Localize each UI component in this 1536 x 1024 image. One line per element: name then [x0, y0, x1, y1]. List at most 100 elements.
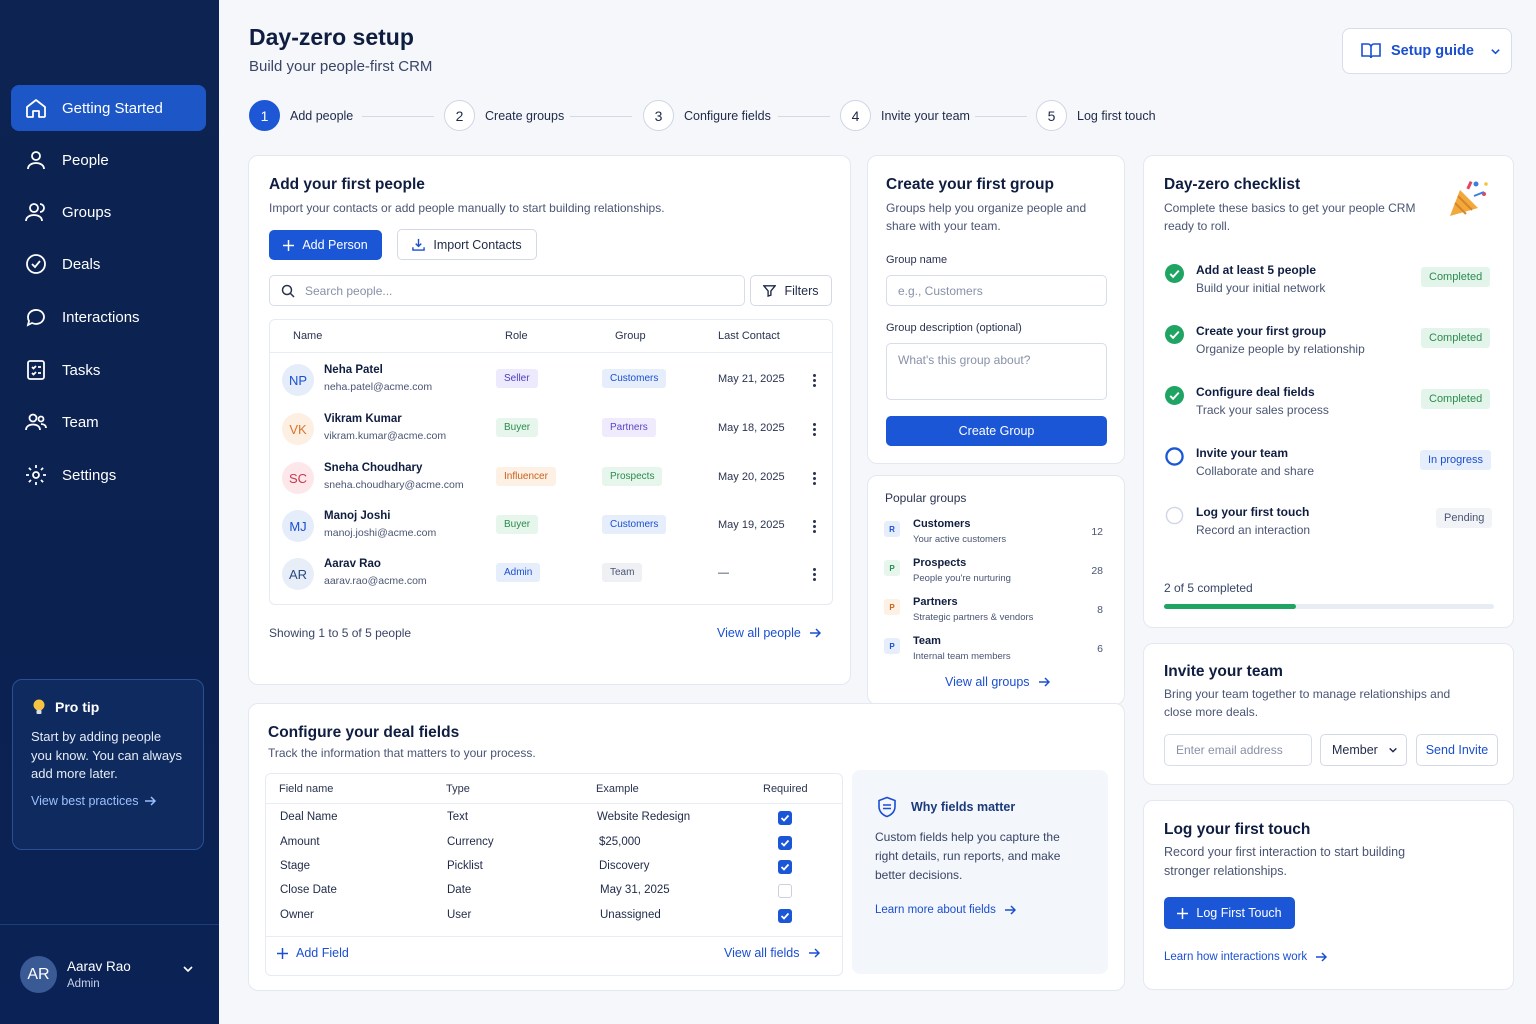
step-log-first-touch[interactable]: 5 Log first touch [1036, 100, 1156, 131]
more-options-icon[interactable] [813, 470, 817, 487]
more-options-icon[interactable] [813, 421, 817, 438]
field-example: Unassigned [600, 909, 661, 921]
arrow-right-icon [1315, 951, 1328, 963]
create-group-card: Create your first group Groups help you … [867, 155, 1125, 464]
select-value: Member [1332, 743, 1378, 757]
required-checkbox[interactable] [778, 836, 792, 850]
table-row: Stage Picklist Discovery [266, 855, 860, 879]
table-row[interactable]: MJ Manoj Joshi manoj.joshi@acme.com Buye… [270, 501, 833, 550]
checklist-item[interactable]: Create your first group Organize people … [1164, 324, 1494, 374]
avatar: VK [282, 413, 314, 445]
field-name: Owner [280, 909, 314, 921]
checklist-item[interactable]: Log your first touch Record an interacti… [1164, 505, 1494, 555]
status-badge: Completed [1421, 267, 1491, 287]
card-subtitle: Complete these basics to get your people… [1164, 201, 1416, 233]
step-number: 3 [643, 100, 674, 131]
import-contacts-button[interactable]: Import Contacts [397, 229, 537, 260]
checklist-item-title: Log your first touch [1196, 505, 1310, 519]
sidebar-item-getting-started[interactable]: Getting Started [11, 85, 206, 131]
more-options-icon[interactable] [813, 518, 817, 535]
view-best-practices-link[interactable]: View best practices [31, 794, 185, 808]
step-create-groups[interactable]: 2 Create groups [444, 100, 564, 131]
learn-more-fields-link[interactable]: Learn more about fields [875, 904, 1016, 916]
sidebar-item-team[interactable]: Team [11, 399, 206, 445]
list-item[interactable]: R Customers Your active customers 12 [884, 517, 1104, 553]
sidebar-item-label: Tasks [62, 361, 101, 379]
checklist-item[interactable]: Configure deal fields Track your sales p… [1164, 385, 1494, 435]
view-all-people-link[interactable]: View all people [717, 626, 821, 640]
people-table: Name Role Group Last Contact NP Neha Pat… [269, 319, 833, 605]
step-add-people[interactable]: 1 Add people [249, 100, 353, 131]
button-label: Add Person [302, 238, 368, 252]
required-checkbox[interactable] [778, 884, 792, 898]
card-title: Day-zero checklist [1164, 176, 1301, 193]
status-badge: In progress [1420, 450, 1492, 470]
field-name: Amount [280, 836, 320, 848]
step-invite-team[interactable]: 4 Invite your team [840, 100, 970, 131]
create-group-button[interactable]: Create Group [886, 416, 1107, 446]
required-checkbox[interactable] [778, 909, 792, 923]
card-title: Add your first people [269, 176, 425, 193]
table-row[interactable]: VK Vikram Kumar vikram.kumar@acme.com Bu… [270, 404, 833, 453]
checklist-item[interactable]: Add at least 5 people Build your initial… [1164, 263, 1494, 313]
step-number: 5 [1036, 100, 1067, 131]
role-badge: Admin [496, 563, 541, 582]
field-type: Picklist [447, 860, 483, 872]
card-subtitle: Groups help you organize people and shar… [886, 201, 1087, 233]
user-profile[interactable]: AR Aarav Rao Admin [0, 924, 219, 1024]
view-all-fields-link[interactable]: View all fields [724, 946, 820, 960]
add-field-button[interactable]: Add Field [277, 946, 349, 960]
more-options-icon[interactable] [813, 372, 817, 389]
list-item[interactable]: P Prospects People you're nurturing 28 [884, 556, 1104, 592]
fields-table: Field name Type Example Required Deal Na… [265, 773, 843, 976]
checklist-item-desc: Organize people by relationship [1196, 342, 1365, 356]
avatar: AR [20, 956, 57, 993]
sidebar-item-settings[interactable]: Settings [11, 452, 206, 498]
card-subtitle: Track the information that matters to yo… [268, 746, 536, 760]
sidebar-item-label: Interactions [62, 308, 140, 326]
input-placeholder: Enter email address [1176, 743, 1283, 757]
chevron-down-icon[interactable] [182, 963, 194, 975]
step-number: 1 [249, 100, 280, 131]
sidebar-item-interactions[interactable]: Interactions [11, 294, 206, 340]
column-header: Group [615, 330, 646, 342]
sidebar: Getting Started People Groups Deals Inte… [0, 0, 219, 1024]
sidebar-item-groups[interactable]: Groups [11, 189, 206, 235]
list-item[interactable]: P Partners Strategic partners & vendors … [884, 595, 1104, 631]
table-row[interactable]: SC Sneha Choudhary sneha.choudhary@acme.… [270, 453, 833, 502]
arrow-right-icon [808, 947, 820, 959]
sidebar-item-people[interactable]: People [11, 137, 206, 183]
send-invite-button[interactable]: Send Invite [1416, 734, 1498, 766]
sidebar-item-tasks[interactable]: Tasks [11, 347, 206, 393]
group-description-textarea[interactable]: What's this group about? [886, 343, 1107, 400]
role-select[interactable]: Member [1320, 734, 1407, 766]
gear-icon [24, 463, 48, 487]
filters-button[interactable]: Filters [750, 275, 832, 306]
link-label: View all groups [945, 675, 1030, 689]
person-name: Aarav Rao [324, 558, 381, 570]
check-circle-icon [1165, 325, 1184, 344]
person-email: sneha.choudhary@acme.com [324, 479, 464, 491]
invite-team-card: Invite your team Bring your team togethe… [1143, 643, 1514, 785]
list-item[interactable]: P Team Internal team members 6 [884, 634, 1104, 670]
email-field[interactable]: Enter email address [1164, 734, 1312, 766]
required-checkbox[interactable] [778, 860, 792, 874]
column-header: Example [596, 783, 639, 795]
step-configure-fields[interactable]: 3 Configure fields [643, 100, 771, 131]
view-all-groups-link[interactable]: View all groups [945, 675, 1050, 689]
required-checkbox[interactable] [778, 811, 792, 825]
table-row[interactable]: NP Neha Patel neha.patel@acme.com Seller… [270, 355, 833, 404]
log-first-touch-button[interactable]: Log First Touch [1164, 897, 1295, 929]
input-placeholder: e.g., Customers [898, 283, 983, 298]
checklist-item[interactable]: Invite your team Collaborate and share I… [1164, 446, 1494, 496]
search-input[interactable]: Search people... [269, 275, 745, 306]
sidebar-item-deals[interactable]: Deals [11, 241, 206, 287]
table-row: Owner User Unassigned [266, 904, 860, 928]
group-name-input[interactable]: e.g., Customers [886, 275, 1107, 306]
setup-guide-button[interactable]: Setup guide [1342, 28, 1512, 74]
field-example: $25,000 [599, 836, 641, 848]
learn-interactions-link[interactable]: Learn how interactions work [1164, 951, 1328, 963]
add-person-button[interactable]: Add Person [269, 230, 382, 260]
more-options-icon[interactable] [813, 566, 817, 583]
table-row[interactable]: AR Aarav Rao aarav.rao@acme.com Admin Te… [270, 549, 833, 598]
